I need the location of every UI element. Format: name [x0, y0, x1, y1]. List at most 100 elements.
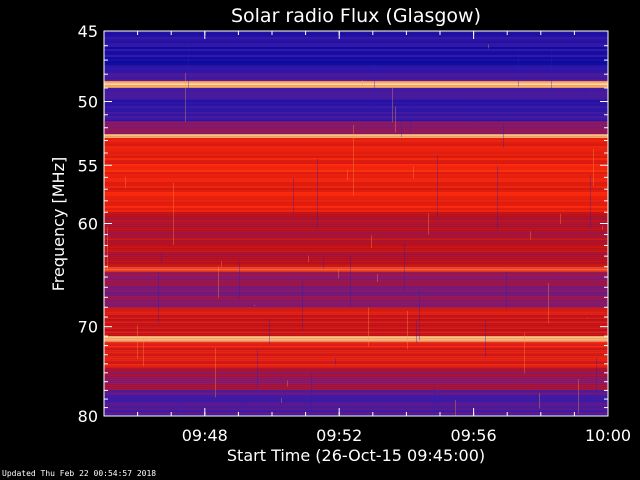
- heatmap-row: [104, 137, 608, 140]
- heatmap-row: [104, 127, 608, 130]
- heatmap-row: [104, 333, 608, 336]
- heatmap-speckle: [506, 271, 507, 310]
- heatmap-row: [104, 175, 608, 178]
- heatmap-speckle: [548, 283, 549, 324]
- heatmap-row: [104, 394, 608, 397]
- heatmap-row: [104, 131, 608, 134]
- heatmap-row: [104, 266, 608, 269]
- heatmap-speckle: [587, 317, 588, 319]
- heatmap-row: [104, 199, 608, 202]
- updated-timestamp: Updated Thu Feb 22 00:54:57 2018: [2, 469, 157, 478]
- heatmap-speckle: [287, 380, 288, 387]
- heatmap-row: [104, 341, 608, 344]
- heatmap-row: [104, 159, 608, 162]
- heatmap-row: [104, 400, 608, 403]
- heatmap-row: [104, 372, 608, 375]
- heatmap-row: [104, 191, 608, 194]
- x-axis: 09:48 09:52 09:56 10:00: [103, 31, 631, 445]
- heatmap-row: [104, 91, 608, 94]
- heatmap-speckle: [473, 110, 474, 123]
- heatmap-speckle: [392, 85, 393, 123]
- heatmap-row: [104, 111, 608, 114]
- heatmap-row: [104, 289, 608, 292]
- heatmap-speckle: [530, 231, 531, 240]
- heatmap-row: [104, 271, 608, 274]
- heatmap-speckle: [416, 321, 417, 343]
- heatmap-row: [104, 85, 608, 88]
- heatmap-row: [104, 343, 608, 346]
- heatmap-speckle: [428, 213, 429, 235]
- heatmap-row: [104, 63, 608, 65]
- heatmap-row: [104, 226, 608, 229]
- heatmap-row: [104, 59, 608, 61]
- heatmap-band: [104, 87, 608, 122]
- heatmap-row: [104, 279, 608, 282]
- heatmap-row: [104, 113, 608, 116]
- heatmap-row: [104, 398, 608, 401]
- heatmap-row: [104, 203, 608, 206]
- heatmap-row: [104, 414, 608, 416]
- heatmap-row: [104, 236, 608, 239]
- heatmap-speckle: [302, 280, 303, 331]
- heatmap-speckle: [158, 271, 159, 324]
- heatmap-row: [104, 327, 608, 330]
- heatmap-speckle: [518, 52, 519, 87]
- heatmap-speckle: [317, 158, 318, 229]
- heatmap-row: [104, 79, 608, 82]
- heatmap-speckle: [488, 44, 489, 49]
- heatmap-row: [104, 173, 608, 176]
- x-axis-label: Start Time (26-Oct-15 09:45:00): [227, 446, 485, 465]
- heatmap-row: [104, 382, 608, 385]
- heatmap-row: [104, 301, 608, 304]
- heatmap-speckle: [308, 255, 309, 263]
- heatmap-speckle: [137, 325, 138, 359]
- x-tick-label: 09:48: [182, 426, 228, 445]
- heatmap-band: [104, 31, 608, 72]
- heatmap-row: [104, 103, 608, 106]
- heatmap-row: [104, 321, 608, 324]
- heatmap-speckle: [176, 403, 177, 416]
- heatmap-row: [104, 374, 608, 377]
- heatmap-row: [104, 123, 608, 126]
- heatmap-row: [104, 95, 608, 98]
- heatmap-speckle: [371, 235, 372, 248]
- heatmap-row: [104, 370, 608, 373]
- heatmap-row: [104, 65, 608, 67]
- heatmap-band: [104, 81, 608, 88]
- heatmap-row: [104, 345, 608, 348]
- heatmap-row: [104, 161, 608, 164]
- heatmap-row: [104, 55, 608, 57]
- heatmap-row: [104, 406, 608, 409]
- heatmap-band: [104, 134, 608, 138]
- heatmap-row: [104, 81, 608, 84]
- heatmap-row: [104, 207, 608, 210]
- heatmap-row: [104, 107, 608, 110]
- heatmap-row: [104, 195, 608, 198]
- heatmap-row: [104, 244, 608, 247]
- heatmap-row: [104, 270, 608, 272]
- heatmap-speckle: [374, 64, 375, 114]
- heatmap-row: [104, 97, 608, 100]
- heatmap-row: [104, 297, 608, 300]
- heatmap-row: [104, 309, 608, 312]
- heatmap-row: [104, 340, 608, 342]
- heatmap-row: [104, 357, 608, 360]
- heatmap-row: [104, 41, 608, 43]
- heatmap-row: [104, 291, 608, 294]
- x-tick-label: 09:52: [316, 426, 362, 445]
- heatmap-row: [104, 189, 608, 192]
- heatmap-row: [104, 353, 608, 356]
- heatmap-speckle: [362, 80, 363, 88]
- heatmap-row: [104, 216, 608, 219]
- heatmap-row: [104, 87, 608, 88]
- heatmap-speckle: [485, 319, 486, 358]
- heatmap-row: [104, 51, 608, 53]
- heatmap-row: [104, 313, 608, 316]
- heatmap-row: [104, 307, 608, 310]
- heatmap-speckle: [143, 338, 144, 367]
- heatmap-band: [104, 271, 608, 308]
- heatmap-speckle: [377, 273, 378, 283]
- heatmap-row: [104, 151, 608, 154]
- heatmap-row: [104, 105, 608, 108]
- heatmap-row: [104, 260, 608, 263]
